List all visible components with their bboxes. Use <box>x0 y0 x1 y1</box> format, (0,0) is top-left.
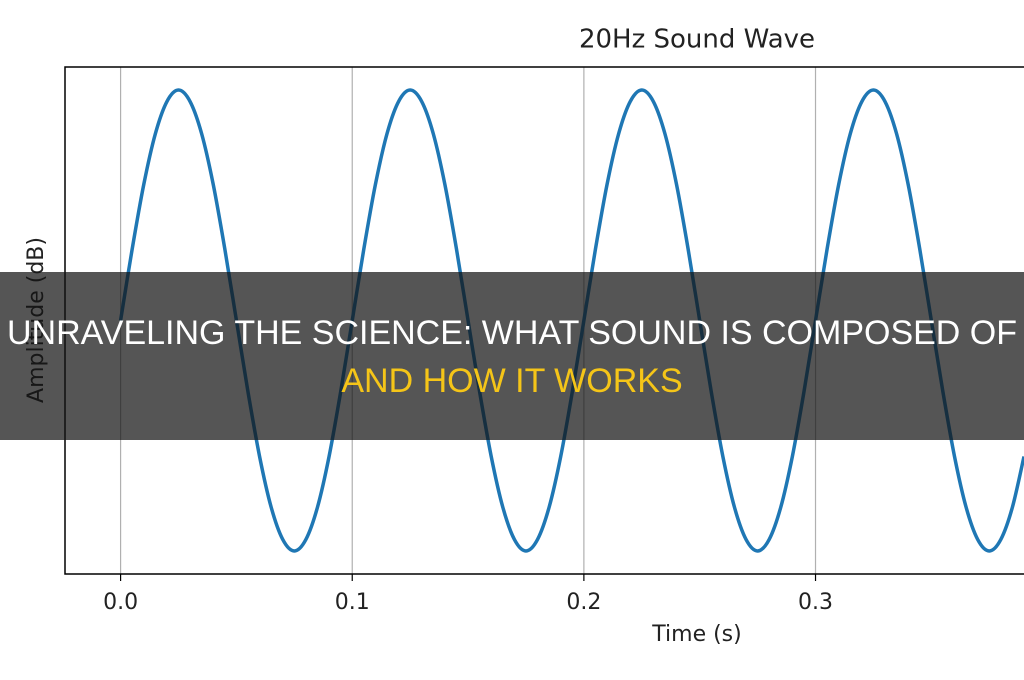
x-tick-label: 0.0 <box>103 590 138 615</box>
banner-background <box>0 272 1024 440</box>
tick-layer: 0.0 0.1 0.2 0.3 <box>103 574 833 615</box>
x-tick-label: 0.1 <box>335 590 370 615</box>
x-axis-label: Time (s) <box>651 622 741 647</box>
x-tick-label: 0.2 <box>566 590 601 615</box>
chart-title: 20Hz Sound Wave <box>579 25 815 55</box>
x-tick-label: 0.3 <box>798 590 833 615</box>
banner-line: AND HOW IT WORKS <box>341 362 682 400</box>
banner-line: UNRAVELING THE SCIENCE: WHAT SOUND IS CO… <box>7 314 1017 352</box>
